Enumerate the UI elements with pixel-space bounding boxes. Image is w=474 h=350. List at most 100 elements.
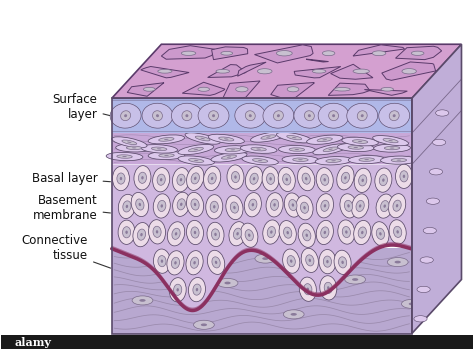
Ellipse shape (126, 205, 128, 208)
Ellipse shape (180, 178, 182, 181)
Ellipse shape (139, 299, 146, 302)
Ellipse shape (110, 103, 141, 128)
Ellipse shape (354, 168, 371, 192)
Text: Surface
layer: Surface layer (53, 93, 110, 121)
Ellipse shape (388, 194, 406, 218)
Ellipse shape (376, 228, 384, 239)
Ellipse shape (299, 277, 316, 301)
Ellipse shape (283, 174, 291, 185)
Ellipse shape (241, 223, 258, 247)
Ellipse shape (328, 111, 338, 121)
Ellipse shape (313, 144, 348, 155)
Text: Basal layer: Basal layer (32, 172, 110, 185)
Ellipse shape (361, 114, 364, 117)
Ellipse shape (320, 276, 337, 300)
Ellipse shape (348, 155, 385, 164)
Ellipse shape (194, 231, 196, 234)
Ellipse shape (148, 151, 185, 160)
Ellipse shape (255, 254, 276, 263)
Ellipse shape (382, 178, 384, 182)
Ellipse shape (289, 199, 297, 211)
Ellipse shape (323, 256, 331, 267)
Ellipse shape (379, 175, 387, 186)
Ellipse shape (321, 200, 329, 211)
Ellipse shape (250, 173, 258, 184)
Ellipse shape (352, 278, 358, 281)
Ellipse shape (229, 222, 246, 246)
Ellipse shape (324, 204, 326, 208)
Ellipse shape (411, 51, 424, 55)
Ellipse shape (159, 154, 174, 157)
Ellipse shape (342, 137, 378, 146)
Ellipse shape (296, 196, 313, 220)
Ellipse shape (112, 166, 129, 191)
Ellipse shape (291, 313, 297, 316)
Polygon shape (112, 133, 412, 164)
Ellipse shape (392, 114, 396, 117)
Polygon shape (112, 248, 412, 334)
Ellipse shape (301, 248, 319, 272)
Ellipse shape (236, 87, 248, 92)
Ellipse shape (374, 144, 410, 152)
Ellipse shape (132, 147, 137, 148)
Polygon shape (211, 47, 248, 60)
Ellipse shape (426, 198, 439, 204)
Ellipse shape (298, 223, 315, 247)
Polygon shape (141, 66, 189, 78)
Ellipse shape (214, 233, 217, 236)
Ellipse shape (356, 201, 365, 211)
Ellipse shape (286, 231, 289, 234)
Ellipse shape (352, 140, 368, 144)
Ellipse shape (283, 249, 300, 273)
Ellipse shape (381, 201, 389, 212)
Ellipse shape (221, 51, 233, 55)
Ellipse shape (258, 160, 263, 161)
Ellipse shape (208, 173, 216, 184)
Ellipse shape (141, 145, 177, 153)
Ellipse shape (401, 299, 422, 308)
Ellipse shape (136, 199, 144, 210)
Ellipse shape (230, 202, 238, 213)
Ellipse shape (211, 152, 247, 162)
Ellipse shape (338, 257, 346, 268)
Ellipse shape (189, 278, 206, 302)
Ellipse shape (207, 222, 224, 246)
Ellipse shape (196, 288, 198, 291)
Ellipse shape (287, 135, 302, 140)
Ellipse shape (383, 204, 386, 208)
Ellipse shape (211, 177, 213, 180)
Polygon shape (127, 83, 164, 96)
Ellipse shape (389, 111, 399, 121)
Ellipse shape (159, 138, 174, 141)
Ellipse shape (177, 199, 185, 210)
Ellipse shape (383, 139, 398, 143)
Ellipse shape (127, 142, 132, 143)
Ellipse shape (301, 202, 309, 213)
Polygon shape (182, 82, 225, 96)
Ellipse shape (298, 167, 315, 191)
Ellipse shape (158, 200, 166, 211)
Ellipse shape (269, 177, 272, 181)
Ellipse shape (327, 286, 329, 289)
Ellipse shape (193, 320, 214, 329)
Ellipse shape (211, 229, 219, 240)
Ellipse shape (326, 260, 328, 263)
Ellipse shape (324, 231, 326, 234)
Ellipse shape (316, 168, 333, 192)
Ellipse shape (140, 233, 143, 236)
Ellipse shape (284, 193, 301, 217)
Ellipse shape (379, 103, 410, 128)
Ellipse shape (152, 147, 167, 150)
Ellipse shape (320, 174, 329, 186)
Ellipse shape (208, 134, 245, 144)
Ellipse shape (172, 228, 180, 239)
Ellipse shape (347, 204, 350, 208)
Ellipse shape (365, 159, 369, 160)
Polygon shape (328, 83, 370, 96)
Ellipse shape (203, 166, 221, 190)
Ellipse shape (201, 138, 205, 139)
Ellipse shape (393, 226, 402, 237)
Ellipse shape (210, 201, 219, 212)
Ellipse shape (201, 323, 207, 326)
Ellipse shape (244, 193, 261, 217)
